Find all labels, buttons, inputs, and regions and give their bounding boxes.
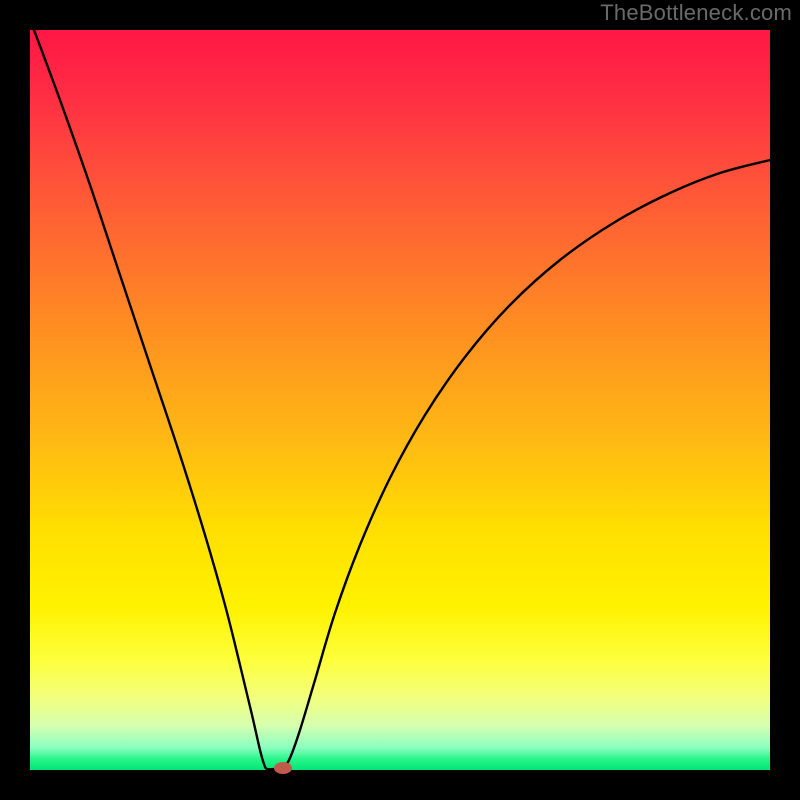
chart-container: TheBottleneck.com bbox=[0, 0, 800, 800]
watermark-text: TheBottleneck.com bbox=[600, 0, 792, 26]
bottleneck-chart bbox=[0, 0, 800, 800]
